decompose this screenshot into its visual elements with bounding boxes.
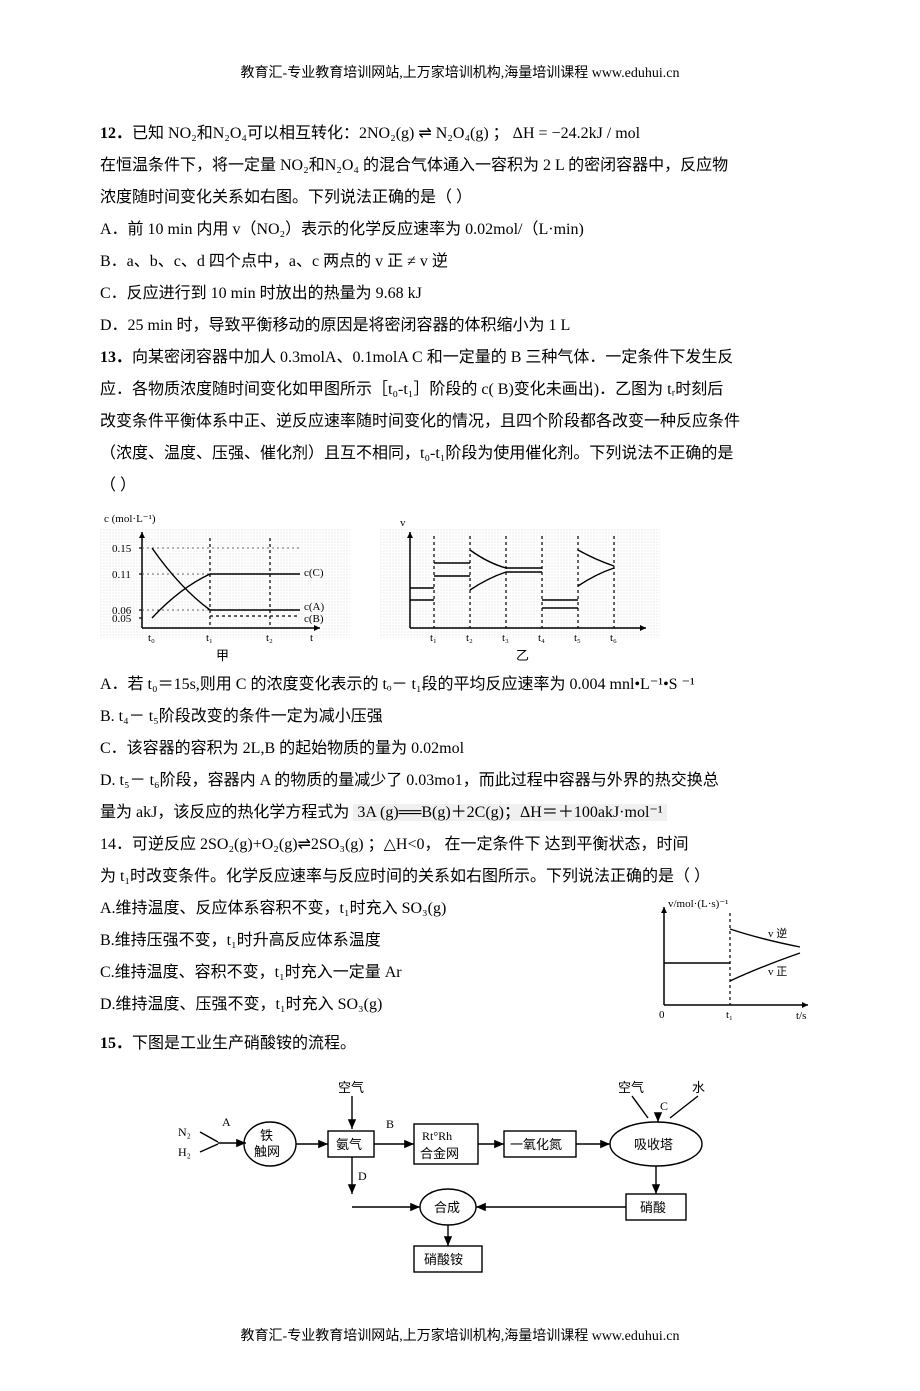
jia-ylabel: c (mol·L⁻¹) [104, 513, 156, 525]
q13-optB: B. t₄－ t₅阶段改变的条件一定为减小压强 [100, 701, 820, 733]
flow-no: 一氧化氮 [510, 1137, 562, 1152]
q12-optD: D．25 min 时，导致平衡移动的原因是将密闭容器的体积缩小为 1 L [100, 310, 820, 342]
jia-lbl-a: c(A) [304, 601, 324, 613]
q12-optC: C．反应进行到 10 min 时放出的热量为 9.68 kJ [100, 278, 820, 310]
q14-num: 14． [100, 836, 132, 853]
q12-l1a: 已知 [132, 125, 168, 142]
q13-line1: 13．向某密闭容器中加人 0.3molA、0.1molA C 和一定量的 B 三… [100, 342, 820, 374]
jia-yt-011: 0.11 [112, 569, 131, 581]
q13-l1: 向某密闭容器中加人 0.3molA、0.1molA C 和一定量的 B 三种气体… [132, 349, 733, 366]
q13-line2: 应．各物质浓度随时间变化如甲图所示［t₀-t₁］阶段的 c( B)变化未画出)．… [100, 374, 820, 406]
q12-line2: 在恒温条件下，将一定量 NO₂和N₂O₄ 的混合气体通入一容积为 2 L 的密闭… [100, 150, 820, 182]
q13-equation: 3A (g)══B(g)＋2C(g)；ΔH＝＋100akJ·mol⁻¹ [353, 804, 666, 821]
jia-lbl-b: c(B) [304, 613, 324, 625]
chart-yi: v t₁ t₂ t₃ t₄ t₅ t₆ [380, 508, 660, 663]
q14-xlabel: t/s [796, 1010, 806, 1022]
q15-num: 15． [100, 1035, 132, 1052]
flow-lbl-A: A [222, 1115, 231, 1129]
svg-text:t₄: t₄ [538, 632, 545, 644]
q13-optD-b: 量为 akJ，该反应的热化学方程式为 3A (g)══B(g)＋2C(g)；ΔH… [100, 797, 820, 829]
svg-text:t₂: t₂ [466, 632, 473, 644]
q13-optA: A．若 t₀＝15s,则用 C 的浓度变化表示的 tₒ－ t₁段的平均反应速率为… [100, 669, 820, 701]
flow-lbl-C: C [660, 1099, 668, 1113]
flow-rt1: Rt°Rh [422, 1129, 452, 1143]
flow-lbl-D: D [358, 1169, 367, 1183]
q13-optD-a: D. t₅－ t₆阶段，容器内 A 的物质的量减少了 0.03mo1，而此过程中… [100, 765, 820, 797]
q14-line1: 14．可逆反应 2SO₂(g)+O₂(g)⇌2SO₃(g) ；△H<0， 在一定… [100, 829, 820, 861]
flow-h2: H₂ [178, 1145, 191, 1159]
chart-q14: v/mol·(L·s)⁻¹ 0 t₁ t/s v 逆 v 正 [640, 893, 820, 1028]
q13-optD-b-txt: 量为 akJ，该反应的热化学方程式为 [100, 804, 349, 821]
flow-air2: 空气 [618, 1080, 644, 1095]
flow-tie2: 触网 [254, 1144, 280, 1159]
q12-l1b: NO₂和N₂O₄ [168, 125, 247, 142]
q14-v-forward: v 正 [768, 966, 787, 978]
page-footer: 教育汇-专业教育培训网站,上万家培训机构,海量培训课程 www.eduhui.c… [100, 1323, 820, 1351]
flow-hno3: 硝酸 [640, 1200, 666, 1215]
svg-text:t₆: t₆ [610, 632, 617, 644]
q12-optB: B．a、b、c、d 四个点中，a、c 两点的 v 正 ≠ v 逆 [100, 246, 820, 278]
q14-l1: 可逆反应 2SO₂(g)+O₂(g)⇌2SO₃(g) ；△H<0， 在一定条件下… [132, 836, 688, 853]
svg-text:t₁: t₁ [430, 632, 437, 644]
flow-lbl-B: B [386, 1117, 394, 1131]
flow-n2: N₂ [178, 1125, 191, 1139]
yi-ylabel: v [400, 517, 406, 529]
q12-line3: 浓度随时间变化关系如右图。下列说法正确的是（ ） [100, 182, 820, 214]
jia-caption: 甲 [216, 648, 229, 663]
jia-lbl-c: c(C) [304, 567, 324, 579]
q13-optC: C．该容器的容积为 2L,B 的起始物质的量为 0.02mol [100, 733, 820, 765]
q12-l1c: 可以相互转化：2NO₂(g) ⇌ N₂O₄(g) ； ΔH = −24.2kJ … [247, 125, 640, 142]
flow-air1: 空气 [338, 1080, 364, 1095]
chart-jia-svg: c (mol·L⁻¹) 0.15 0.11 0.06 0.05 t₀ t₁ t₂… [100, 508, 350, 663]
flow-tie1: 铁 [260, 1128, 273, 1143]
flowchart-q15-svg: N₂ H₂ A 铁 触网 氨气 空气 B Rt°Rh 合金网 [170, 1066, 750, 1281]
jia-yt-005: 0.05 [112, 613, 132, 625]
q13-line4: （浓度、温度、压强、催化剂）且互不相同，t₀-t₁阶段为使用催化剂。下列说法不正… [100, 438, 820, 470]
jia-xt0: t₀ [148, 632, 155, 644]
q15-t: 下图是工业生产硝酸铵的流程。 [132, 1035, 356, 1052]
jia-xt1: t₁ [206, 632, 213, 644]
chart-jia: c (mol·L⁻¹) 0.15 0.11 0.06 0.05 t₀ t₁ t₂… [100, 508, 350, 663]
jia-xt2: t₂ [266, 632, 273, 644]
flow-hecheng: 合成 [434, 1200, 460, 1215]
q12-num: 12． [100, 125, 132, 142]
q13-line5: （ ） [100, 470, 820, 502]
q12-line1: 12．已知 NO₂和N₂O₄可以相互转化：2NO₂(g) ⇌ N₂O₄(g) ；… [100, 118, 820, 150]
q14-line2: 为 t₁时改变条件。化学反应速率与反应时间的关系如右图所示。下列说法正确的是（ … [100, 861, 820, 893]
q14-origin: 0 [659, 1009, 665, 1021]
flow-nh3: 氨气 [336, 1137, 362, 1152]
q14-v-reverse: v 逆 [768, 926, 787, 940]
flow-tower: 吸收塔 [634, 1137, 673, 1152]
page-header: 教育汇-专业教育培训网站,上万家培训机构,海量培训课程 www.eduhui.c… [100, 60, 820, 88]
chart-yi-svg: v t₁ t₂ t₃ t₄ t₅ t₆ [380, 508, 660, 663]
flow-water: 水 [692, 1080, 705, 1095]
q13-line3: 改变条件平衡体系中正、逆反应速率随时间变化的情况，且四个阶段都各改变一种反应条件 [100, 406, 820, 438]
chart-q14-svg: v/mol·(L·s)⁻¹ 0 t₁ t/s v 逆 v 正 [640, 893, 820, 1028]
svg-text:t₃: t₃ [502, 632, 509, 644]
jia-yt-015: 0.15 [112, 543, 132, 555]
svg-text:t₅: t₅ [574, 632, 581, 644]
flowchart-q15: N₂ H₂ A 铁 触网 氨气 空气 B Rt°Rh 合金网 [100, 1066, 820, 1293]
q15-text: 15．下图是工业生产硝酸铵的流程。 [100, 1028, 820, 1060]
yi-caption: 乙 [516, 648, 529, 663]
q14-ylabel: v/mol·(L·s)⁻¹ [668, 898, 728, 910]
jia-xt3: t [310, 632, 313, 644]
flow-product: 硝酸铵 [424, 1252, 463, 1267]
q14-xtick: t₁ [726, 1009, 733, 1021]
flow-rt2: 合金网 [420, 1146, 459, 1161]
q13-num: 13． [100, 349, 132, 366]
q12-optA: A．前 10 min 内用 v（NO₂）表示的化学反应速率为 0.02mol/（… [100, 214, 820, 246]
